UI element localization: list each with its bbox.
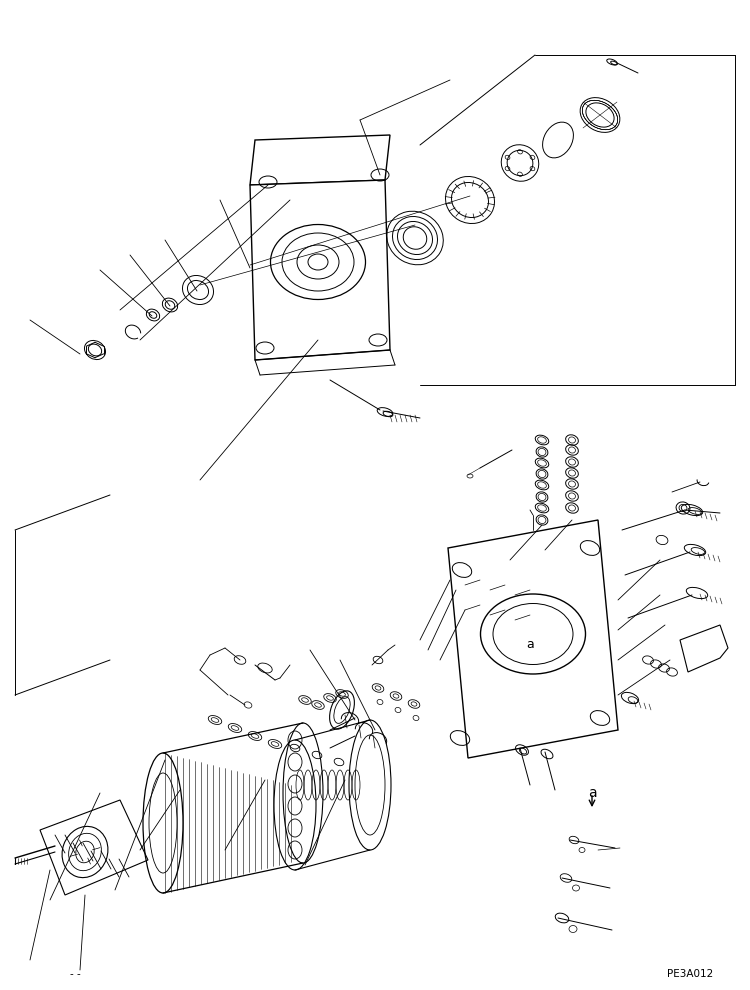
Polygon shape xyxy=(250,180,390,360)
Polygon shape xyxy=(40,800,148,895)
Text: a: a xyxy=(526,639,534,651)
Polygon shape xyxy=(250,135,390,185)
Text: a: a xyxy=(588,786,596,800)
Text: PE3A012: PE3A012 xyxy=(667,969,713,979)
Polygon shape xyxy=(448,520,618,758)
Text: - -: - - xyxy=(70,969,80,979)
